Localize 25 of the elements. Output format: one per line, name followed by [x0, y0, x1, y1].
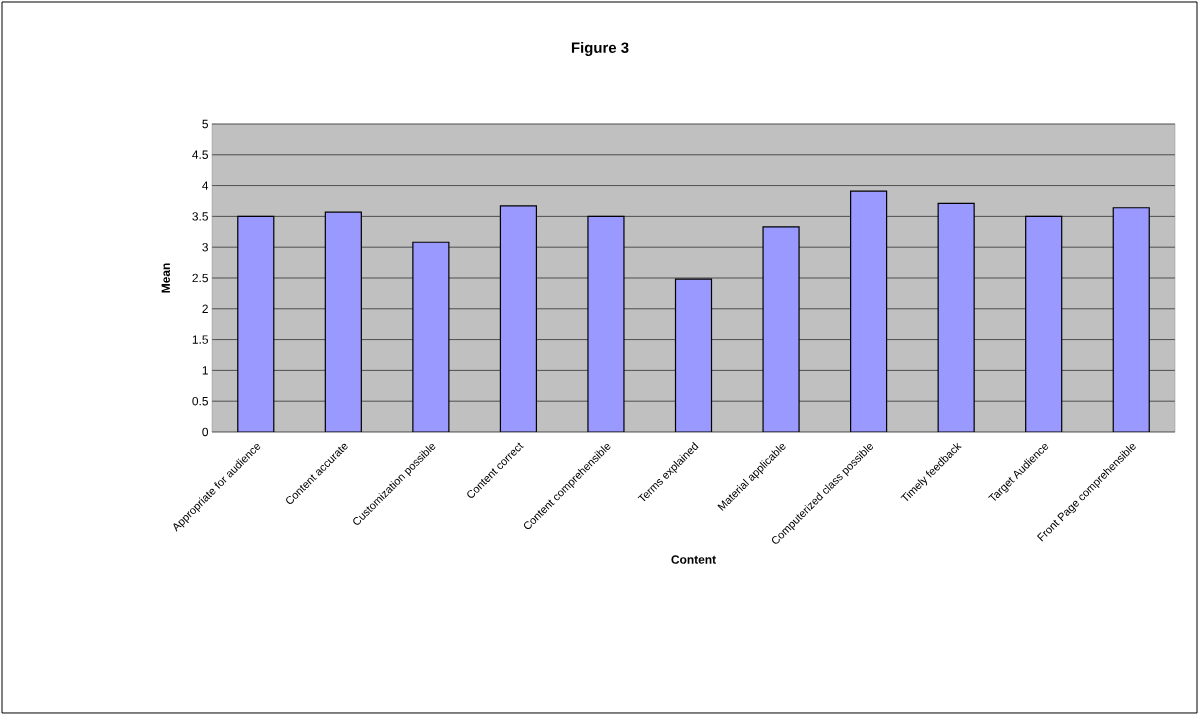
y-tick-label: 1.5 — [192, 335, 208, 344]
bar — [237, 215, 275, 432]
bar — [324, 211, 362, 432]
y-tick-label: 3.5 — [192, 212, 208, 221]
bar — [762, 226, 800, 432]
bar — [587, 215, 625, 432]
y-tick-label: 5 — [202, 119, 208, 129]
bar — [850, 190, 888, 432]
bar — [1112, 207, 1150, 432]
chart-title: Figure 3 — [571, 41, 629, 56]
y-tick-label: 1 — [202, 366, 208, 375]
y-tick-label: 2 — [202, 304, 208, 313]
y-tick-label: 2.5 — [192, 273, 208, 283]
y-tick-label: 4 — [202, 181, 209, 190]
x-axis-title: Content — [671, 555, 716, 564]
bar — [499, 205, 538, 432]
bar — [674, 278, 713, 432]
y-tick-label: 0.5 — [192, 396, 208, 406]
bar — [1025, 215, 1063, 432]
y-axis-title: Mean — [161, 263, 170, 293]
y-tick-label: 3 — [202, 242, 208, 252]
y-tick-label: 0 — [202, 427, 209, 437]
bar — [412, 241, 450, 432]
bar — [937, 202, 975, 432]
y-tick-label: 4.5 — [192, 150, 208, 159]
